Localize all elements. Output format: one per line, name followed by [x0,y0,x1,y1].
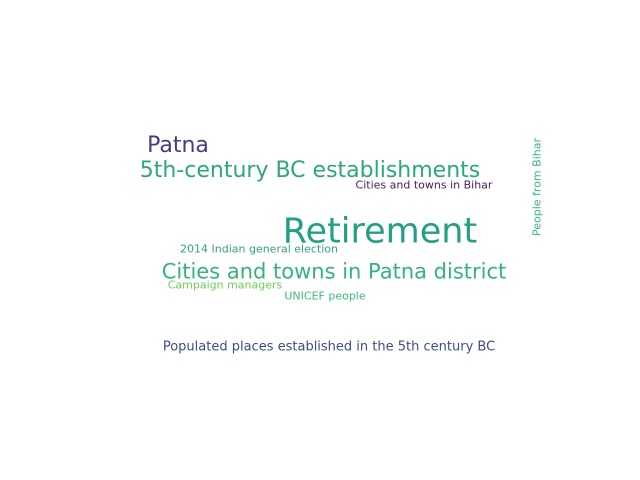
word-cities-and-towns-in-patna-district: Cities and towns in Patna district [161,259,507,284]
word-cities-and-towns-in-bihar: Cities and towns in Bihar [355,178,493,192]
word-people-from-bihar: People from Bihar [530,138,544,236]
word-retirement: Retirement [282,211,478,252]
word-2014-indian-general-election: 2014 Indian general election [180,242,338,256]
word-patna: Patna [147,133,209,158]
word-populated-places-5th-century-bc: Populated places established in the 5th … [162,339,496,355]
word-campaign-managers: Campaign managers [167,278,283,292]
word-unicef-people: UNICEF people [284,289,366,303]
word-5th-century-bc-establishments: 5th-century BC establishments [139,158,481,183]
